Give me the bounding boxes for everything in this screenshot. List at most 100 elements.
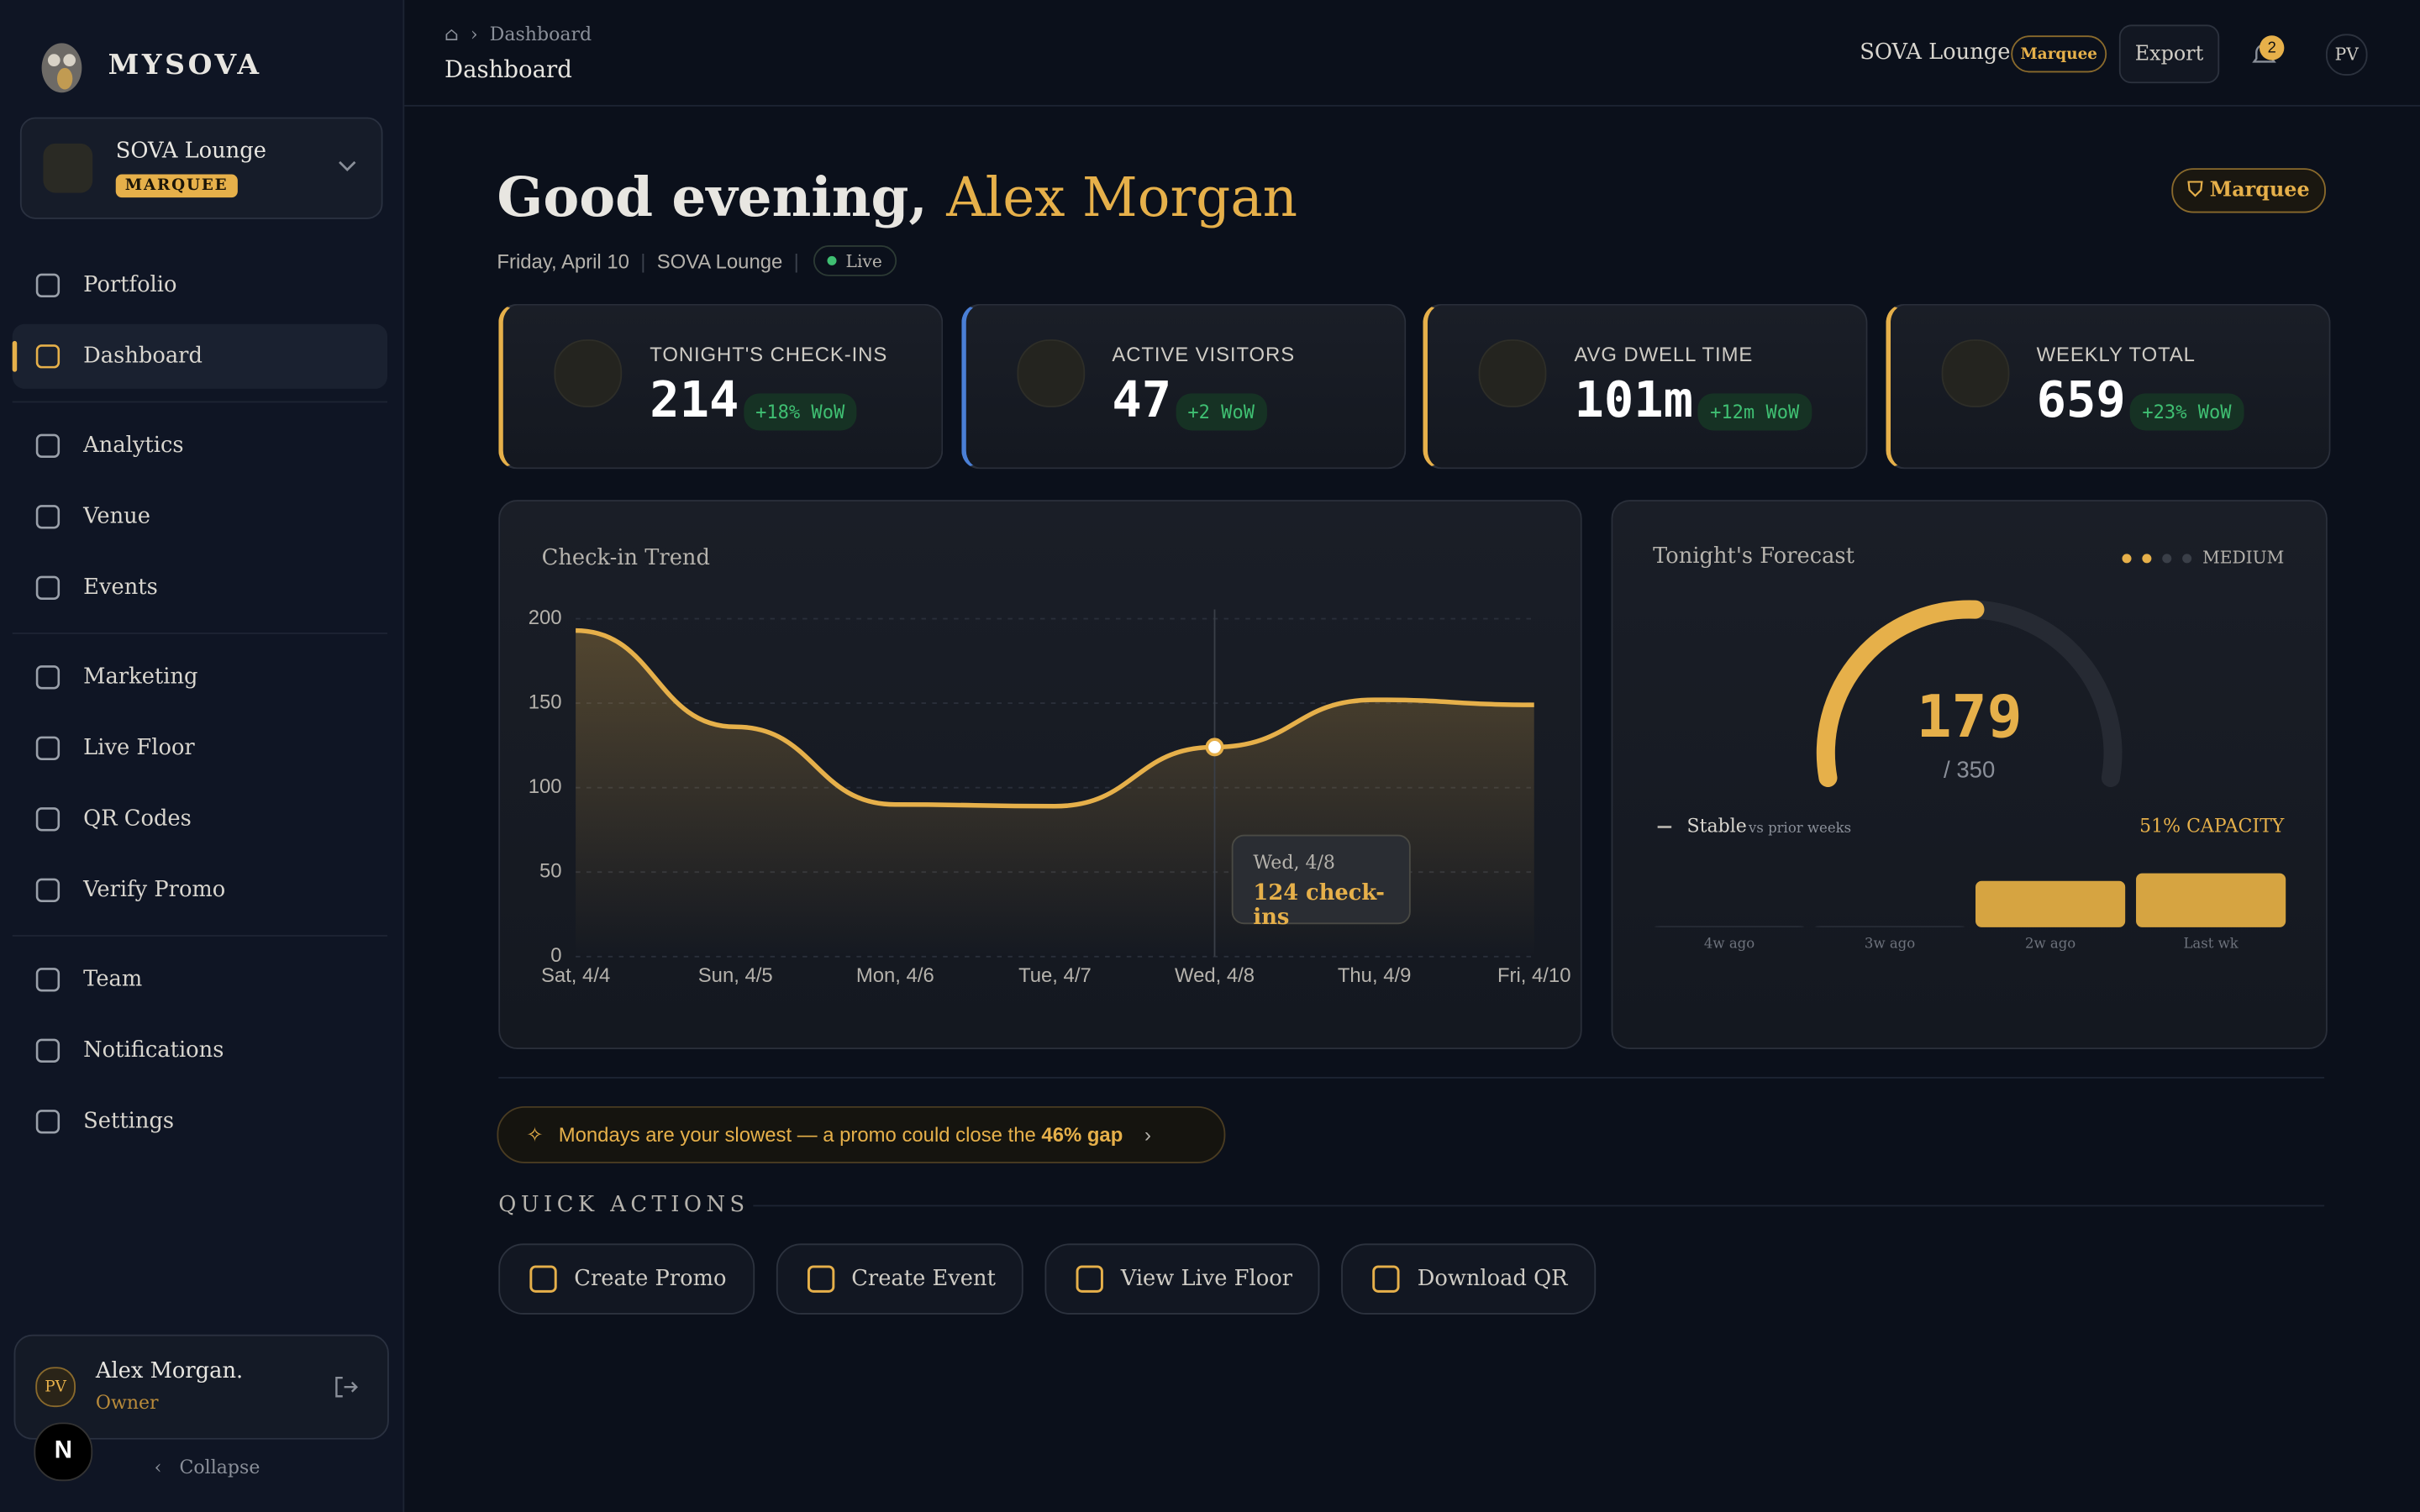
nav-item[interactable]: Portfolio	[13, 253, 387, 318]
nav-label: Dashboard	[83, 344, 203, 369]
insight-text: Mondays are your slowest — a promo could…	[558, 1123, 1036, 1147]
level-dot	[2182, 554, 2192, 564]
export-button[interactable]: Export	[2118, 24, 2220, 84]
user-role: Owner	[95, 1391, 159, 1414]
nav-icon	[35, 807, 60, 832]
icon-shape	[35, 1110, 60, 1134]
hover-point	[1205, 738, 1224, 757]
icon-shape	[35, 736, 60, 760]
trend-chart: Check-in Trend 0 50 100 150 200 Sat, 4/4 Sun, …	[529, 545, 1571, 987]
nav-item[interactable]: Events	[13, 555, 387, 620]
nav-item[interactable]: Notifications	[13, 1018, 387, 1083]
nav-item[interactable]: Live Floor	[13, 716, 387, 780]
kpi-value: 47	[1112, 370, 1172, 429]
kpi-label: TONIGHT'S CHECK-INS	[650, 342, 888, 366]
nav-label: Team	[83, 967, 143, 993]
kpi-value: 659	[2036, 370, 2126, 429]
level-dot	[2142, 554, 2152, 564]
nav-icon	[35, 344, 60, 369]
nav-label: Notifications	[83, 1038, 224, 1063]
nav-label: Live Floor	[83, 736, 195, 761]
tooltip-value: 124 check-ins	[1253, 880, 1385, 931]
user-avatar: PV	[35, 1367, 76, 1408]
gauge-value	[1816, 600, 1985, 788]
nav-label: Analytics	[83, 433, 184, 459]
tooltip: Wed, 4/8 124 check-ins	[1231, 834, 1411, 931]
avatar[interactable]: PV	[2325, 34, 2368, 76]
kpi-icon	[1016, 339, 1085, 407]
x-tick-label: Fri, 4/10	[1497, 964, 1571, 987]
header-border	[404, 104, 2420, 107]
icon-shape	[35, 433, 60, 458]
quick-action-label: Create Promo	[574, 1266, 727, 1292]
kpi-card: TONIGHT'S CHECK-INS 214 +18% WoW	[498, 303, 944, 470]
quick-action[interactable]: Download QR	[1341, 1243, 1596, 1315]
action-icon	[529, 1265, 557, 1293]
chart-title: Check-in Trend	[542, 545, 710, 570]
nav-item[interactable]: Team	[13, 948, 387, 1012]
forecast-bar	[2136, 873, 2286, 927]
collapse[interactable]: ‹ Collapse	[154, 1456, 260, 1478]
quick-action[interactable]: Create Event	[776, 1243, 1023, 1315]
nav-item[interactable]: QR Codes	[13, 787, 387, 852]
x-tick-label: Mon, 4/6	[856, 964, 934, 987]
nav-label: Verify Promo	[83, 878, 226, 903]
forecast-card: Tonight's Forecast MEDIUM 179 / 350 Stab…	[1611, 500, 2328, 1049]
nav-icon	[35, 1110, 60, 1134]
insight-banner[interactable]: ✧ Mondays are your slowest — a promo coul…	[497, 1105, 1226, 1163]
user-card: PV Alex Morgan. Owner	[13, 1334, 389, 1440]
subline-venue: SOVA Lounge	[656, 249, 783, 274]
nav-label: Venue	[83, 504, 150, 530]
kpi-delta: +23% WoW	[2129, 393, 2244, 431]
kpi-delta: +18% WoW	[743, 393, 857, 431]
trend-card: Check-in Trend 0 50 100 150 200 Sat, 4/4 Sun, …	[498, 500, 1582, 1049]
nav-item[interactable]: Analytics	[13, 413, 387, 478]
nav-item[interactable]: Venue	[13, 485, 387, 549]
icon-shape	[35, 878, 60, 902]
forecast-max: / 350	[1944, 757, 1995, 783]
action-icon	[1076, 1265, 1104, 1293]
forecast-trend: Stable	[1687, 816, 1747, 837]
nav-label: Settings	[83, 1109, 175, 1135]
quick-action[interactable]: Create Promo	[498, 1243, 755, 1315]
icon-shape	[35, 968, 60, 992]
nav-item[interactable]: Verify Promo	[13, 858, 387, 922]
nav-icon	[35, 505, 60, 529]
nav-item[interactable]: Settings	[13, 1089, 387, 1154]
next-badge[interactable]: N	[34, 1422, 93, 1482]
nav-icon	[35, 433, 60, 458]
nav-item[interactable]: Dashboard	[12, 323, 388, 389]
logout-icon[interactable]	[334, 1375, 358, 1399]
subline: Friday, April 10 | SOVA Lounge |	[497, 249, 799, 274]
nav-item[interactable]: Marketing	[13, 645, 387, 710]
kpi-delta: +2 WoW	[1175, 393, 1267, 431]
line	[576, 627, 1534, 809]
icon-shape	[35, 807, 60, 832]
greeting: Good evening, Alex Morgan	[497, 166, 1297, 229]
insight-arrow: ›	[1144, 1123, 1152, 1147]
icon-shape	[35, 344, 60, 369]
forecast-value: 179	[1917, 683, 2023, 751]
action-icon	[1372, 1265, 1401, 1293]
nav-icon	[35, 736, 60, 760]
nav-icon	[35, 968, 60, 992]
kpi-value: 214	[650, 370, 739, 429]
header-venue: SOVA Lounge	[1860, 39, 2011, 66]
logo	[41, 43, 82, 93]
breadcrumb-item: Dashboard	[489, 23, 592, 45]
nav-separator	[12, 935, 388, 937]
kpi-icon	[1478, 339, 1547, 407]
venue-icon	[43, 143, 93, 193]
forecast-bar-label: Last wk	[2183, 936, 2238, 952]
forecast-chart: Tonight's Forecast MEDIUM 179 / 350 Stab…	[1653, 543, 2286, 952]
level-dot	[2122, 554, 2132, 564]
venue-switcher[interactable]: SOVA Lounge MARQUEE	[19, 117, 383, 219]
nav-label: Portfolio	[83, 273, 177, 298]
kpi-icon	[1940, 339, 2009, 407]
forecast-title: Tonight's Forecast	[1653, 543, 1854, 569]
kpi-value: 101m	[1574, 370, 1694, 429]
quick-action[interactable]: View Live Floor	[1044, 1243, 1321, 1315]
quick-action-label: View Live Floor	[1120, 1266, 1293, 1292]
divider	[498, 1077, 2325, 1079]
